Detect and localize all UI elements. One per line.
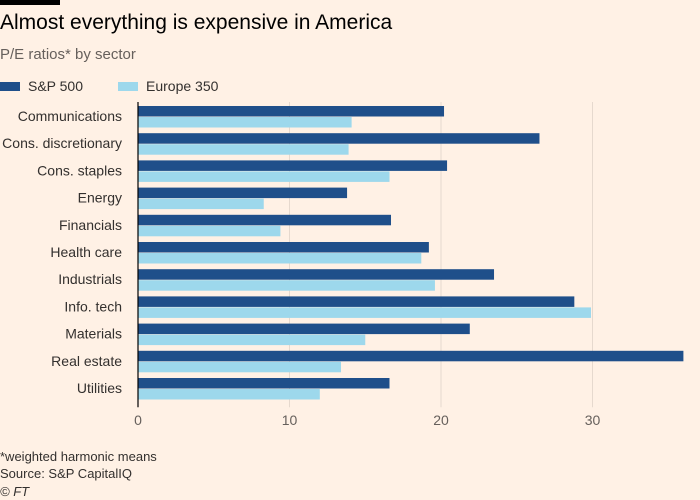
legend-swatch-europe350 (118, 81, 138, 91)
category-label: Utilities (77, 380, 122, 396)
bar-chart: 0 10 20 30 Communications Cons. discretionary… (2, 102, 684, 428)
bar-sp500 (138, 133, 540, 144)
category-label: Materials (65, 326, 122, 342)
category-label: Communications (18, 108, 122, 124)
legend-item-sp500: S&P 500 (0, 78, 83, 94)
legend-label-europe350: Europe 350 (146, 78, 219, 94)
bar-europe350 (138, 225, 281, 237)
bar-sp500 (138, 323, 470, 335)
bar-europe350 (138, 144, 349, 155)
category-label: Energy (78, 190, 122, 206)
bar-sp500 (138, 350, 684, 362)
category-label: Financials (59, 217, 122, 233)
bar-europe350 (138, 361, 342, 373)
x-tick-label: 0 (134, 412, 142, 428)
category-label: Health care (50, 244, 122, 260)
category-label: Cons. staples (37, 162, 122, 178)
chart-title: Almost everything is expensive in Americ… (0, 11, 393, 34)
category-label: Industrials (58, 271, 122, 287)
x-tick-label: 20 (433, 412, 449, 428)
legend-label-sp500: S&P 500 (28, 78, 84, 94)
bar-sp500 (138, 106, 445, 117)
legend-swatch-sp500 (0, 81, 20, 91)
bar-sp500 (138, 214, 392, 226)
copyright: © FT (0, 484, 30, 499)
bar-europe350 (138, 253, 422, 264)
category-label: Real estate (51, 353, 122, 369)
footnote: *weighted harmonic means (0, 449, 157, 464)
bar-sp500 (138, 242, 429, 253)
bar-europe350 (138, 307, 591, 318)
bar-europe350 (138, 117, 352, 128)
category-label: Cons. discretionary (2, 135, 122, 151)
bar-europe350 (138, 171, 390, 182)
bar-sp500 (138, 269, 495, 280)
x-tick-label: 10 (282, 412, 298, 428)
bar-sp500 (138, 187, 348, 199)
source-note: Source: S&P CapitalIQ (0, 466, 132, 481)
bar-sp500 (138, 296, 575, 307)
legend-item-europe350: Europe 350 (118, 78, 218, 94)
bar-europe350 (138, 280, 435, 291)
chart-subtitle: P/E ratios* by sector (0, 46, 136, 63)
x-tick-label: 30 (585, 412, 601, 428)
bar-europe350 (138, 334, 366, 346)
bar-sp500 (138, 378, 390, 389)
bar-europe350 (138, 389, 320, 400)
bar-sp500 (138, 160, 448, 171)
bar-europe350 (138, 198, 264, 210)
ft-top-bar (0, 0, 60, 5)
category-label: Info. tech (64, 298, 122, 314)
